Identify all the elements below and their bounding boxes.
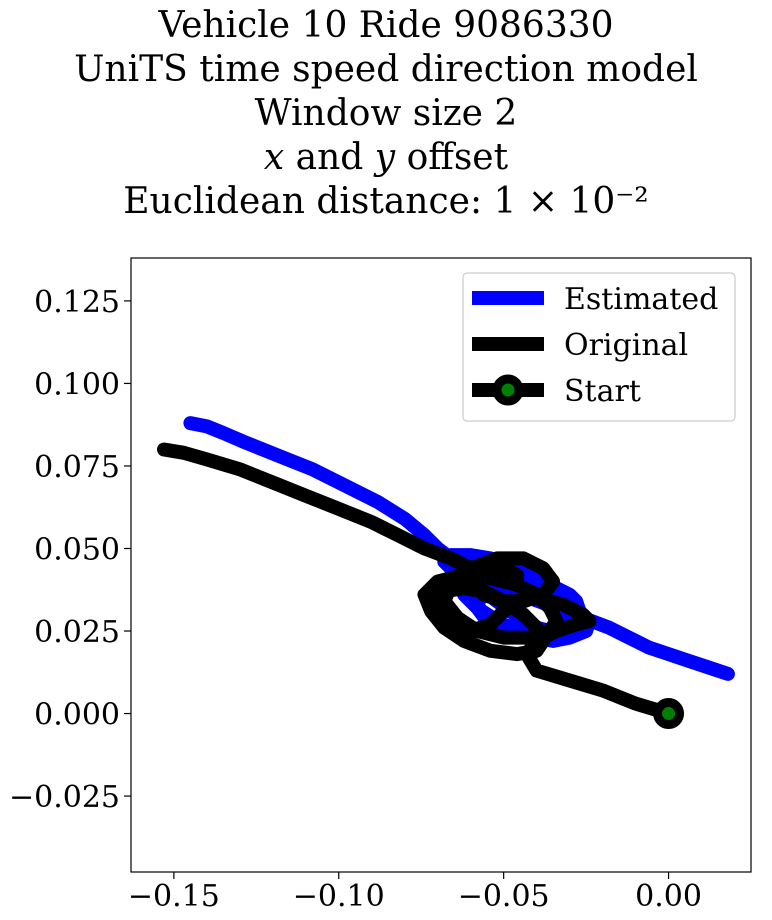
start-marker (653, 698, 685, 730)
y-axis: 0.125 0.100 0.075 0.050 0.025 0.000 −0.025 (9, 285, 131, 815)
title-line-3: Window size 2 (254, 93, 518, 134)
x-tick-label: −0.15 (128, 879, 220, 914)
x-tick-label: −0.05 (458, 879, 550, 914)
chart-title: Vehicle 10 Ride 9086330 UniTS time speed… (0, 4, 772, 224)
start-layer (653, 698, 685, 730)
series-layer (157, 416, 735, 721)
y-tick-label: −0.025 (9, 780, 120, 815)
title-line-2: UniTS time speed direction model (74, 49, 698, 90)
legend-label-estimated: Estimated (564, 282, 718, 317)
legend-start-marker (492, 374, 524, 406)
x-tick-label: −0.10 (293, 879, 385, 914)
title-line-5: Euclidean distance: 1 × 10⁻² (123, 181, 649, 222)
x-axis: −0.15 −0.10 −0.05 0.00 (128, 872, 702, 914)
y-tick-label: 0.100 (34, 367, 120, 402)
y-tick-label: 0.025 (34, 615, 120, 650)
legend-label-original: Original (564, 328, 688, 363)
y-tick-label: 0.000 (34, 698, 120, 733)
y-tick-label: 0.125 (34, 285, 120, 320)
x-tick-label: 0.00 (635, 879, 702, 914)
y-tick-label: 0.050 (34, 532, 120, 567)
title-line-4: x and y offset (263, 137, 509, 178)
legend-label-start: Start (564, 374, 641, 409)
legend: Estimated Original Start (462, 272, 736, 422)
plot-frame (130, 257, 752, 873)
title-line-1: Vehicle 10 Ride 9086330 (158, 5, 614, 46)
y-tick-label: 0.075 (34, 450, 120, 485)
series-original-line (157, 442, 676, 721)
